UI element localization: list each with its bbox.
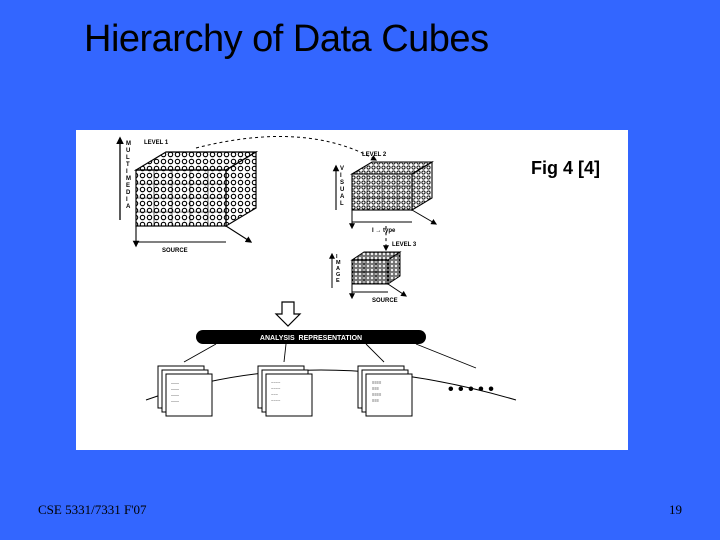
svg-text:~~~: ~~~: [271, 392, 279, 397]
svg-text:S: S: [340, 180, 344, 186]
svg-text:~~~~: ~~~~: [271, 380, 281, 385]
cube2-z-axis: [412, 210, 436, 224]
source-label-1: SOURCE: [162, 248, 188, 254]
svg-text:M: M: [126, 176, 131, 182]
figure-container: Fig 4 [4] MUL TIM EDI A LEVEL 1: [76, 130, 628, 450]
cube-level-2: [352, 162, 432, 210]
svg-text:T: T: [126, 162, 130, 168]
cube-level-3: [352, 252, 400, 284]
svg-text:L: L: [340, 201, 344, 207]
footer-left: CSE 5331/7331 F'07: [38, 502, 147, 518]
svg-text:≡≡≡: ≡≡≡: [372, 398, 380, 403]
report-stack-1: —— —— —— ——: [158, 366, 212, 416]
svg-text:A: A: [126, 204, 131, 210]
svg-text:A: A: [340, 194, 345, 200]
level2-label: LEVEL 2: [362, 152, 387, 158]
level3-label: LEVEL 3: [392, 242, 417, 248]
svg-text:≡≡≡≡: ≡≡≡≡: [372, 380, 382, 385]
svg-text:——: ——: [171, 386, 179, 391]
svg-text:E: E: [126, 183, 130, 189]
svg-text:≡≡≡: ≡≡≡: [372, 386, 380, 391]
svg-text:D: D: [126, 190, 131, 196]
cube1-z-axis: [226, 226, 251, 242]
analysis-label-text: ANALYSIS REPRESENTATION: [260, 335, 362, 342]
svg-text:~~~~: ~~~~: [271, 386, 281, 391]
svg-text:I: I: [126, 169, 128, 175]
svg-text:≡≡≡≡: ≡≡≡≡: [372, 392, 382, 397]
slide-number: 19: [669, 502, 682, 518]
slide-title: Hierarchy of Data Cubes: [84, 18, 489, 61]
svg-text:——: ——: [171, 398, 179, 403]
report-stack-3: ≡≡≡≡ ≡≡≡ ≡≡≡≡ ≡≡≡: [358, 366, 412, 416]
svg-text:U: U: [340, 187, 344, 193]
report-stack-2: ~~~~ ~~~~ ~~~ ~~~~: [258, 366, 312, 416]
figure-caption: Fig 4 [4]: [531, 158, 600, 179]
down-arrow-icon: [276, 302, 300, 326]
svg-text:E: E: [336, 278, 340, 284]
source-label-3: SOURCE: [372, 298, 398, 304]
svg-text:——: ——: [171, 380, 179, 385]
svg-text:I: I: [340, 173, 342, 179]
svg-text:I → type: I → type: [372, 228, 396, 234]
svg-text:M: M: [126, 141, 131, 147]
level1-label: LEVEL 1: [144, 140, 169, 146]
svg-text:V: V: [340, 166, 344, 172]
svg-text:~~~~: ~~~~: [271, 398, 281, 403]
svg-text:I: I: [126, 197, 128, 203]
ellipsis-dots: • • • • •: [448, 381, 494, 398]
cube-level-1: [136, 152, 256, 226]
svg-text:——: ——: [171, 392, 179, 397]
svg-text:U: U: [126, 148, 130, 154]
svg-text:L: L: [126, 155, 130, 161]
